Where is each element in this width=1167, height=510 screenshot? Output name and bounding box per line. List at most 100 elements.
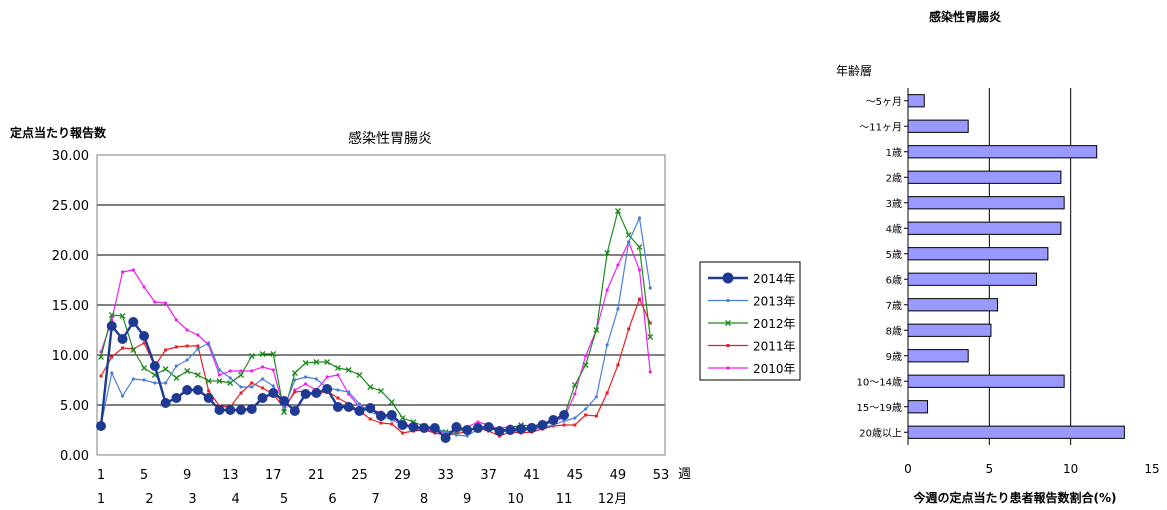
line-chart-week-tick-label: 13 xyxy=(222,468,239,483)
line-chart-ylabel: 定点当たり報告数 xyxy=(10,125,107,140)
bar-chart-gridlines xyxy=(988,88,1072,445)
line-chart-point xyxy=(444,430,448,434)
bar-chart-x-tick-label: 0 xyxy=(904,462,912,476)
line-chart-week-tick-label: 1 xyxy=(97,468,105,483)
line-chart-point xyxy=(96,421,106,431)
bar-chart-category-label: 1歳 xyxy=(886,147,902,159)
line-chart-point xyxy=(345,367,352,373)
legend-box xyxy=(699,261,801,381)
line-chart-point xyxy=(648,286,652,290)
line-chart-point xyxy=(207,389,211,393)
line-chart-point xyxy=(142,341,146,345)
line-chart-point xyxy=(483,422,494,432)
line-chart-month-ticks: 1 2 3 4 5 6 7 8 9 10 11 12月 xyxy=(97,492,627,507)
bar-chart-bars xyxy=(907,94,1125,439)
line-chart-point xyxy=(196,333,200,337)
line-chart-week-tick-label: 53 xyxy=(653,468,670,483)
line-chart-series-line xyxy=(100,298,651,437)
line-chart-point xyxy=(185,358,189,362)
line-chart-point xyxy=(246,404,257,414)
line-chart-point xyxy=(300,389,311,399)
line-chart-series-line xyxy=(100,210,651,433)
line-chart-point xyxy=(194,372,201,378)
line-chart-point xyxy=(462,425,473,435)
line-chart-point xyxy=(726,366,730,370)
line-chart-legend: 2014年 2013年 2012年 2011年 2010年 xyxy=(699,261,801,381)
line-chart-month-tick-label: 12月 xyxy=(598,492,628,507)
bar-chart-category-label: ～5ヶ月 xyxy=(866,96,902,108)
bar-chart-bar xyxy=(907,94,925,108)
line-chart-point xyxy=(368,417,372,421)
line-chart-point xyxy=(332,402,343,412)
bar-chart-bar xyxy=(907,374,1065,388)
line-chart-point xyxy=(225,405,236,415)
line-chart-point xyxy=(261,386,265,390)
line-chart-point xyxy=(647,334,654,340)
line-chart-point xyxy=(99,374,103,378)
line-chart-point xyxy=(174,345,178,349)
line-chart-point xyxy=(203,393,214,403)
line-chart-point xyxy=(429,423,440,433)
line-chart-point xyxy=(120,270,125,274)
line-chart-point xyxy=(228,376,232,380)
line-chart-point xyxy=(185,344,189,348)
line-chart-point xyxy=(548,415,559,425)
bar-chart-xlabel: 今週の定点当たり患者報告数割合(%) xyxy=(913,490,1117,505)
legend-label: 2012年 xyxy=(753,317,796,331)
line-chart-point xyxy=(160,398,171,408)
line-chart-point xyxy=(304,382,308,386)
bar-chart-title: 感染性胃腸炎 xyxy=(929,9,1001,24)
line-chart-point xyxy=(376,411,386,421)
line-chart-month-tick-label: 7 xyxy=(371,492,379,507)
line-chart-point xyxy=(260,365,265,369)
line-chart-point xyxy=(173,375,180,381)
line-chart-point xyxy=(184,368,191,374)
line-chart-point xyxy=(153,381,157,385)
line-chart-point xyxy=(257,393,268,403)
bar-chart-bar xyxy=(907,247,1049,261)
bar-chart-category-label: 3歳 xyxy=(886,198,902,210)
bar-chart-x-tick-label: 10 xyxy=(1063,462,1078,476)
line-chart-point xyxy=(322,384,333,394)
line-chart-month-tick-label: 8 xyxy=(420,492,428,507)
line-chart-point xyxy=(726,344,730,347)
line-chart-point xyxy=(291,370,298,376)
line-chart-point xyxy=(238,372,244,378)
line-chart-point xyxy=(336,396,340,400)
line-chart-point xyxy=(248,353,255,359)
line-chart-point xyxy=(182,385,193,395)
line-chart-point xyxy=(605,391,609,395)
bar-chart-bar xyxy=(907,349,969,363)
line-chart-point xyxy=(562,419,566,423)
line-chart-point xyxy=(594,414,598,418)
line-chart-point xyxy=(440,433,451,443)
line-chart-month-tick-label: 1 xyxy=(97,492,105,507)
line-chart-point xyxy=(268,388,279,398)
legend-entry: 2014年 xyxy=(708,272,796,286)
line-chart-point xyxy=(614,208,621,214)
line-chart-point xyxy=(454,433,458,437)
line-chart-point xyxy=(357,402,362,406)
bar-chart-bar xyxy=(907,145,1098,159)
line-chart-point xyxy=(627,240,631,244)
line-chart-y-tick-label: 15.00 xyxy=(52,299,89,314)
line-chart-point xyxy=(239,391,243,395)
line-chart-point xyxy=(279,396,290,406)
line-chart-point xyxy=(205,378,212,384)
line-chart-week-tick-label: 17 xyxy=(265,468,282,483)
line-chart-series xyxy=(99,297,652,438)
line-chart-xlabel: 週 xyxy=(678,467,691,482)
line-chart-point xyxy=(390,422,394,426)
bar-chart-category-labels: ～5ヶ月 ～11ヶ月 1歳 2歳 3歳 4歳 5歳 6歳 7歳 8歳 9歳 10～14歳 15～19歳 2… xyxy=(857,96,908,439)
line-chart-month-tick-label: 3 xyxy=(188,492,196,507)
line-chart-week-tick-label: 25 xyxy=(351,468,368,483)
line-chart-y-tick-label: 0.00 xyxy=(60,449,89,464)
line-chart-point xyxy=(304,375,308,379)
line-chart-point xyxy=(131,268,135,272)
line-chart-point xyxy=(584,413,588,417)
bar-chart-category-label: 9歳 xyxy=(886,351,902,363)
bar-chart-bar xyxy=(907,298,998,312)
line-chart-point xyxy=(131,377,135,381)
line-chart-point xyxy=(419,423,430,433)
bar-chart-bar xyxy=(907,196,1065,210)
